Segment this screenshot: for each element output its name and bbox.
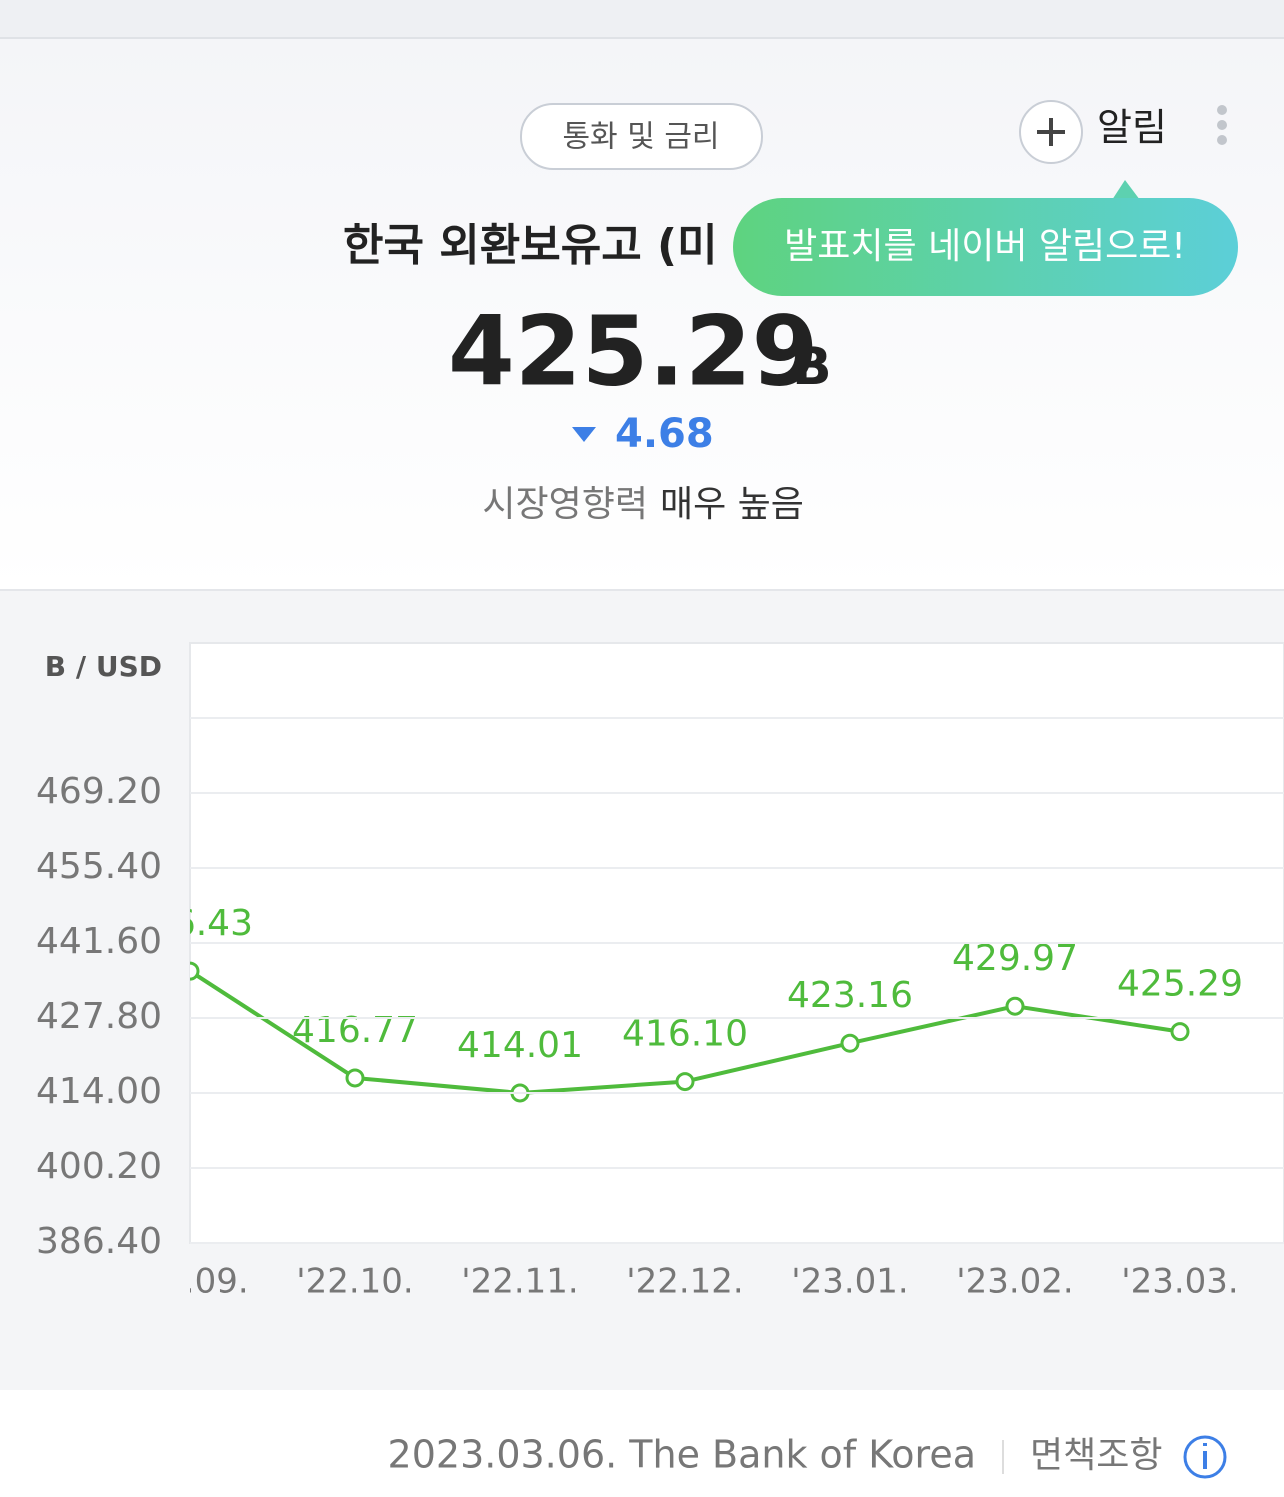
tooltip[interactable] [733,198,1238,296]
category-pill[interactable] [520,103,763,170]
y-tick-label: 386.40 [36,1221,162,1262]
current-value: 425.29 [448,295,818,407]
x-tick-label: '22.10. [296,1262,414,1302]
x-tick-label: '22.11. [461,1262,579,1302]
data-point [190,961,200,981]
impact-value: 매우 높음 [660,484,804,525]
plus-icon [1037,118,1065,146]
tooltip-notch [1112,180,1140,200]
y-tick-label: 455.40 [36,846,162,887]
data-point [1170,1022,1190,1042]
x-tick-label: '23.02. [956,1262,1074,1302]
value-unit: B [792,337,832,397]
source: 2023.03.06. The Bank of Korea [388,1433,976,1477]
y-tick-label: 441.60 [36,921,162,962]
x-tick-label: '22.09. [131,1262,249,1302]
y-tick-label: 427.80 [36,996,162,1037]
change-value: 4.68 [615,411,714,457]
down-arrow [572,427,596,442]
data-label: 429.97 [952,938,1078,979]
data-point [345,1068,365,1088]
data-point [840,1033,860,1053]
data-label: 425.29 [1117,964,1243,1005]
y-tick-label: 414.00 [36,1071,162,1112]
footer-bg [0,1390,1284,1497]
x-tick-label: '22.12. [626,1262,744,1302]
top-bar [0,0,1284,38]
disclaimer[interactable]: 면책조항 [1030,1435,1162,1476]
alert-label[interactable]: 알림 [1097,106,1167,150]
data-label: 414.01 [457,1025,583,1066]
impact-label: 시장영향력 [482,484,648,525]
y-tick-label: 400.20 [36,1146,162,1187]
x-tick-label: '23.03. [1121,1262,1239,1302]
data-label: 416.10 [622,1014,748,1055]
indicator-title: 한국 외환보유고 (미 [343,220,718,271]
more-menu[interactable] [1217,105,1227,145]
data-point [675,1072,695,1092]
tooltip-text: 발표치를 네이버 알림으로! [784,226,1186,267]
y-tick-label: 469.20 [36,771,162,812]
data-point [1005,996,1025,1016]
data-label: 423.16 [787,975,913,1016]
pill-text: 통화 및 금리 [562,120,719,155]
data-label: 436.43 [127,903,253,944]
x-tick-label: '23.01. [791,1262,909,1302]
info-icon[interactable] [1183,1435,1227,1479]
data-label: 416.77 [292,1010,418,1051]
plot: 436.43 '22.09. 416.77 '22.10. 414.01 '22.11. 4… [127,903,1243,1302]
y-axis-label: B / USD [45,650,162,683]
